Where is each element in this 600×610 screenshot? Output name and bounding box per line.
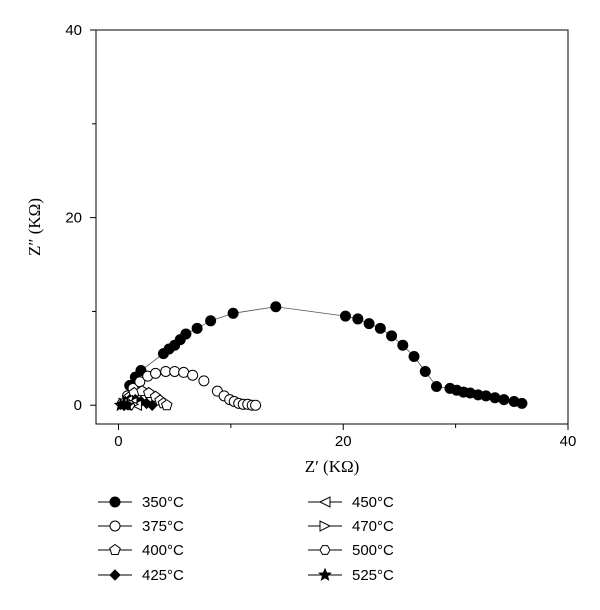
data-point bbox=[150, 367, 162, 379]
legend-label: 400°C bbox=[142, 542, 184, 559]
data-point bbox=[178, 366, 190, 378]
legend-item: 425°C bbox=[98, 567, 184, 584]
data-point bbox=[431, 380, 443, 392]
legend-marker bbox=[319, 520, 332, 532]
data-point bbox=[270, 301, 282, 313]
legend-marker bbox=[109, 569, 121, 581]
data-point bbox=[408, 350, 420, 362]
plot-frame bbox=[95, 29, 569, 425]
data-point bbox=[419, 365, 431, 377]
legend-item: 400°C bbox=[98, 542, 184, 559]
data-point bbox=[339, 310, 351, 322]
y-tick-label: 0 bbox=[74, 397, 82, 414]
series-7 bbox=[113, 396, 135, 412]
legend-item: 500°C bbox=[308, 542, 394, 559]
data-point bbox=[352, 313, 364, 325]
legend-item: 450°C bbox=[308, 494, 394, 511]
legend-label: 350°C bbox=[142, 494, 184, 511]
y-tick-label: 20 bbox=[65, 210, 82, 227]
data-point bbox=[187, 369, 199, 381]
legend-label: 450°C bbox=[352, 494, 394, 511]
legend-marker bbox=[319, 545, 331, 555]
legend-marker bbox=[109, 496, 121, 508]
y-axis-title: Z″ (KΩ) bbox=[25, 198, 44, 256]
y-tick-label: 40 bbox=[65, 22, 82, 39]
series-1 bbox=[121, 365, 262, 411]
x-tick-label: 20 bbox=[335, 433, 352, 450]
data-point bbox=[480, 390, 492, 402]
legend-label: 425°C bbox=[142, 567, 184, 584]
data-point bbox=[498, 394, 510, 406]
legend-item: 525°C bbox=[308, 567, 394, 584]
data-point bbox=[180, 328, 192, 340]
data-point bbox=[160, 399, 173, 411]
legend: 350°C 375°C 400°C 425°C 450°C 470°C 500°C 525°C bbox=[98, 494, 394, 584]
series-0 bbox=[124, 301, 528, 409]
data-point bbox=[489, 392, 501, 404]
legend-marker bbox=[318, 496, 331, 508]
legend-label: 500°C bbox=[352, 542, 394, 559]
x-tick-label: 40 bbox=[560, 433, 577, 450]
data-point bbox=[120, 397, 135, 412]
plot-area: 0 20 40 0 20 40 Z′ (KΩ) Z″ (KΩ) bbox=[25, 22, 576, 476]
x-axis-title: Z′ (KΩ) bbox=[305, 457, 360, 476]
data-point bbox=[374, 322, 386, 334]
legend-label: 375°C bbox=[142, 518, 184, 535]
legend-marker bbox=[318, 567, 332, 581]
legend-item: 375°C bbox=[98, 518, 184, 535]
data-point bbox=[250, 399, 262, 411]
data-point bbox=[516, 397, 528, 409]
data-point bbox=[191, 322, 203, 334]
data-point bbox=[146, 399, 158, 411]
data-point bbox=[169, 365, 181, 377]
data-point bbox=[205, 315, 217, 327]
x-tick-label: 0 bbox=[114, 433, 122, 450]
data-point bbox=[386, 330, 398, 342]
legend-item: 350°C bbox=[98, 494, 184, 511]
legend-label: 525°C bbox=[352, 567, 394, 584]
data-point bbox=[397, 339, 409, 351]
legend-marker bbox=[109, 543, 121, 555]
data-point bbox=[198, 375, 210, 387]
legend-label: 470°C bbox=[352, 518, 394, 535]
legend-item: 470°C bbox=[308, 518, 394, 535]
data-point bbox=[363, 318, 375, 330]
data-point bbox=[227, 307, 239, 319]
legend-marker bbox=[109, 520, 121, 532]
